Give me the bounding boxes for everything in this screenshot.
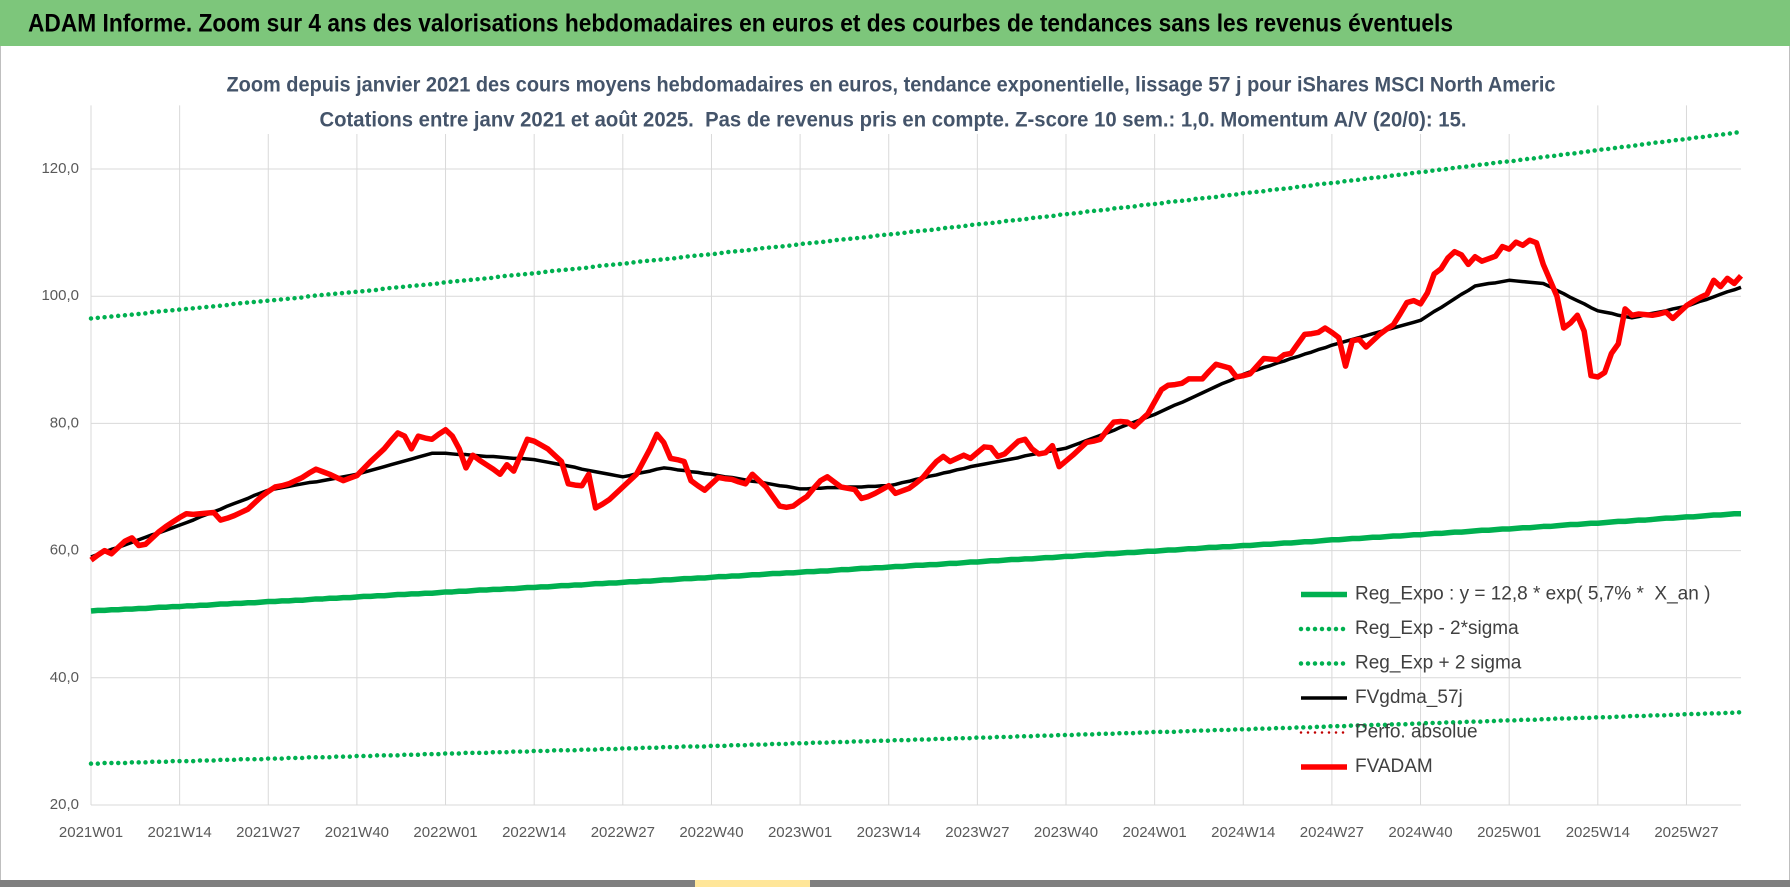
y-tick-label: 20,0 [50,796,79,813]
series-line [90,278,1742,559]
x-tick-label: 2025W14 [1566,824,1630,841]
bottom-strip [0,880,1790,887]
x-tick-label: 2021W14 [148,824,212,841]
x-tick-label: 2024W40 [1388,824,1452,841]
x-tick-label: 2023W01 [768,824,832,841]
series-line [89,237,1744,563]
chart-title: Zoom depuis janvier 2021 des cours moyen… [227,74,1556,97]
x-tick-label: 2022W40 [679,824,743,841]
y-tick-label: 120,0 [41,160,79,177]
header-title: ADAM Informe. Zoom sur 4 ans des valoris… [28,10,1453,38]
legend-label: Reg_Expo : y = 12,8 * exp( 5,7% * X_an ) [1355,584,1710,605]
x-tick-label: 2022W01 [413,824,477,841]
x-tick-label: 2023W14 [857,824,921,841]
title-background [222,70,1562,134]
y-tick-label: 40,0 [50,669,79,686]
y-tick-label: 60,0 [50,542,79,559]
bottom-accent [695,880,810,887]
series-line [88,129,1744,321]
series-line [90,510,1741,614]
series-line [88,709,1744,766]
legend: Reg_Expo : y = 12,8 * exp( 5,7% * X_an )… [1298,584,1710,777]
legend-label: Reg_Exp - 2*sigma [1355,618,1519,639]
x-tick-label: 2022W14 [502,824,566,841]
x-tick-label: 2021W40 [325,824,389,841]
x-tick-label: 2023W27 [945,824,1009,841]
y-tick-label: 80,0 [50,414,79,431]
x-tick-label: 2021W01 [59,824,123,841]
header-bar [0,0,1790,46]
x-tick-label: 2025W01 [1477,824,1541,841]
x-tick-label: 2024W27 [1300,824,1364,841]
x-tick-label: 2024W01 [1123,824,1187,841]
x-tick-label: 2023W40 [1034,824,1098,841]
y-tick-label: 100,0 [41,287,79,304]
plot-area: 20,0 40,0 60,0 80,0 100,0 120,0 2021W01 2021W14… [41,105,1744,841]
x-tick-label: 2024W14 [1211,824,1275,841]
legend-label: Reg_Exp + 2 sigma [1355,653,1522,674]
x-tick-label: 2021W27 [236,824,300,841]
x-tick-label: 2025W27 [1654,824,1718,841]
x-tick-label: 2022W27 [591,824,655,841]
legend-label: FVgdma_57j [1355,687,1463,708]
legend-label: FVADAM [1355,756,1433,777]
legend-label: Perfo. absolue [1355,722,1478,743]
chart-subtitle: Cotations entre janv 2021 et août 2025. … [320,109,1467,132]
